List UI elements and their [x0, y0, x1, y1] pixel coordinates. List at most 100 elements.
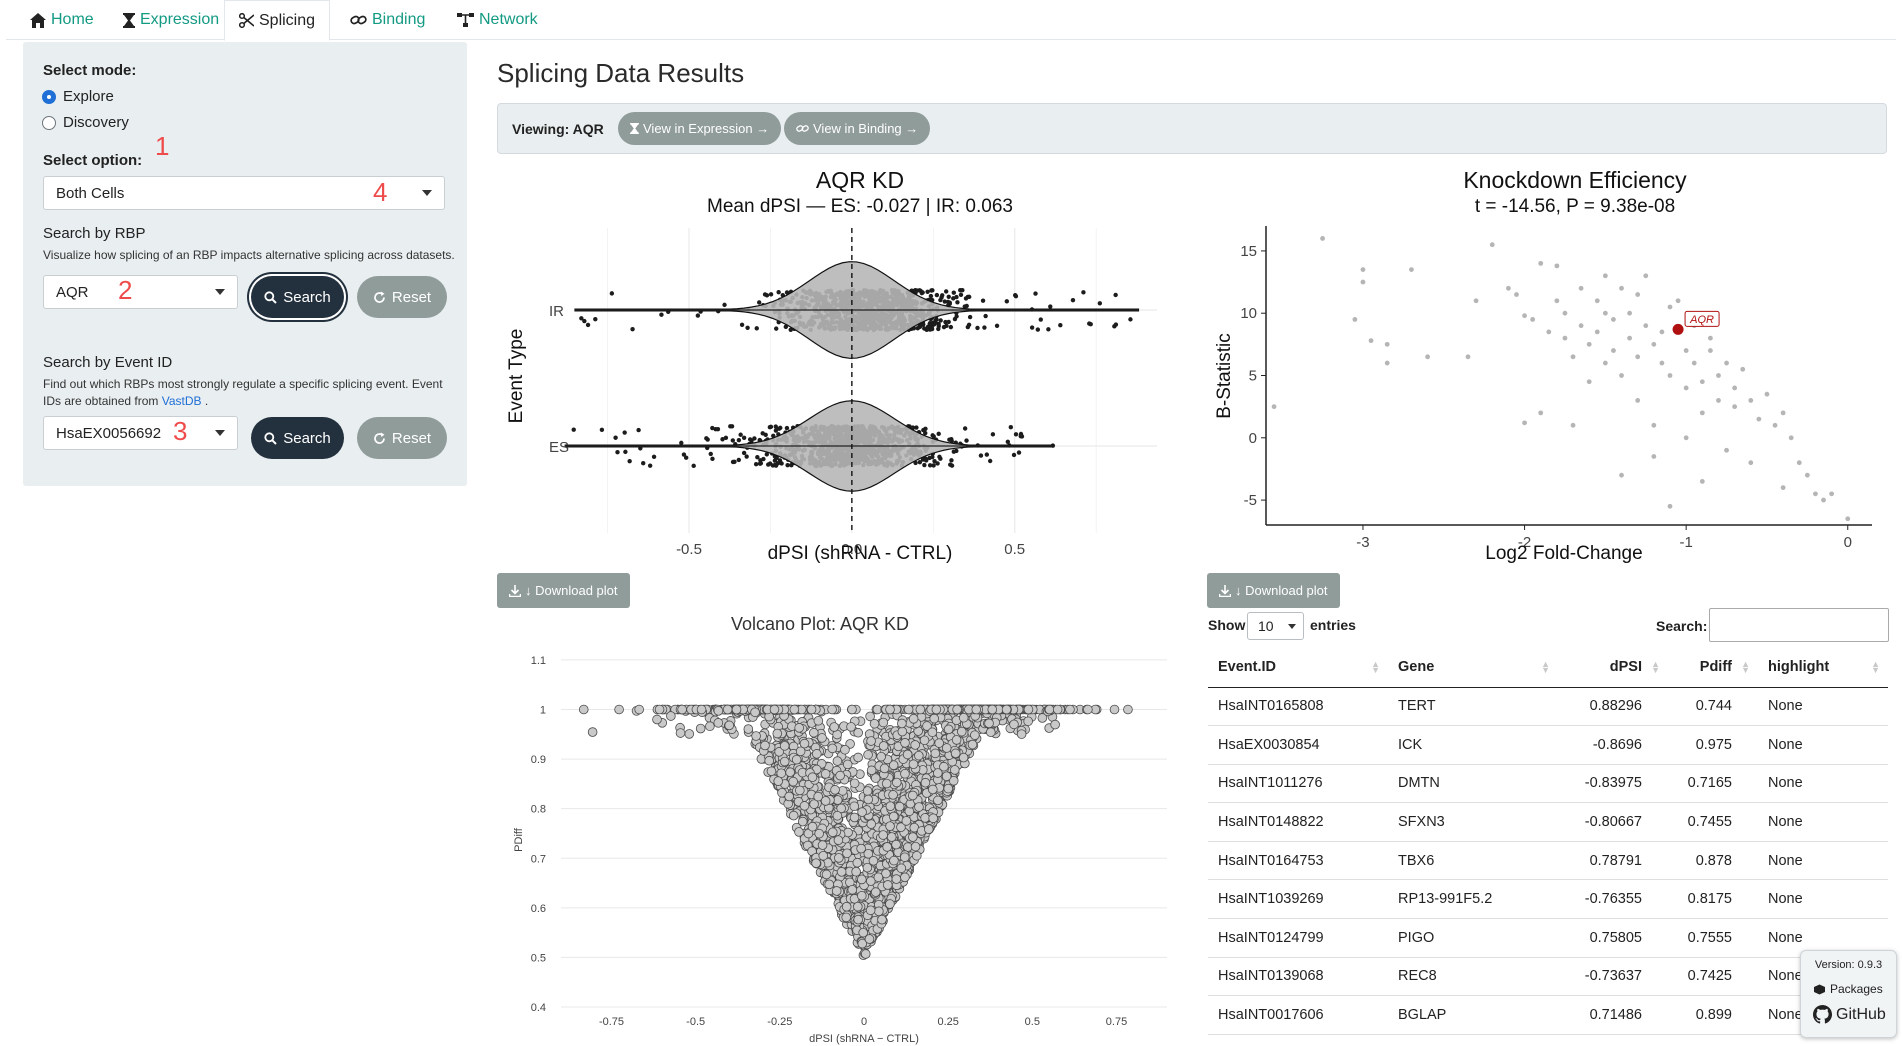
violin-point: [773, 428, 779, 433]
search-icon: [264, 431, 277, 445]
event-search-button[interactable]: Search: [251, 417, 344, 459]
download-knockdown-button[interactable]: ↓ Download plot: [1207, 573, 1340, 608]
table-row[interactable]: HsaINT0164753 TBX6 0.78791 0.878 None: [1208, 841, 1888, 881]
home-icon: [30, 12, 46, 28]
volcano-point: [779, 741, 790, 751]
volcano-point: [941, 743, 952, 753]
volcano-point: [809, 727, 819, 738]
tab-home[interactable]: Home: [16, 0, 108, 40]
rbp-select[interactable]: AQR: [43, 275, 238, 309]
table-search-input[interactable]: [1709, 608, 1889, 642]
table-cell-highlight: None: [1758, 841, 1888, 881]
table-row[interactable]: HsaINT0165808 TERT 0.88296 0.744 None: [1208, 687, 1888, 727]
table-row[interactable]: HsaEX0030854 ICK -0.8696 0.975 None: [1208, 725, 1888, 765]
github-link[interactable]: GitHub: [1813, 1005, 1886, 1024]
col-event-id[interactable]: Event.ID ▲ ▼: [1208, 647, 1388, 688]
tab-splicing[interactable]: Splicing: [224, 0, 331, 41]
col-dpsi[interactable]: dPSI ▲ ▼: [1558, 647, 1668, 688]
scatter-point: [1845, 516, 1851, 522]
packages-link[interactable]: Packages: [1813, 982, 1883, 996]
volcano-point: [865, 876, 876, 886]
volcano-point: [874, 906, 884, 917]
violin-point: [1038, 317, 1043, 322]
table-row[interactable]: HsaINT0148822 SFXN3 -0.80667 0.7455 None: [1208, 802, 1888, 842]
volcano-point: [652, 714, 662, 725]
violin-point: [924, 327, 929, 333]
violin-point: [623, 449, 628, 455]
table-cell-dpsi: 0.75805: [1558, 918, 1668, 958]
violin-point: [948, 324, 954, 330]
volcano-point: [888, 811, 899, 822]
volcano-point: [870, 887, 881, 897]
table-row[interactable]: HsaINT1039269 RP13-991F5.2 -0.76355 0.8175 N…: [1208, 879, 1888, 920]
scatter-point: [1635, 292, 1641, 297]
table-row[interactable]: HsaINT0124799 PIGO 0.75805 0.7555 None: [1208, 918, 1888, 958]
violin-point: [764, 452, 769, 457]
table-cell-event-id: HsaINT0165808: [1208, 687, 1388, 727]
col-highlight[interactable]: highlight ▲ ▼: [1758, 647, 1888, 688]
tab-network[interactable]: Network: [443, 0, 552, 40]
volcano-point: [984, 718, 994, 729]
volcano-point: [882, 880, 893, 890]
violin-point: [582, 318, 587, 324]
radio-discovery-dot[interactable]: [42, 115, 56, 130]
violin-point: [943, 289, 949, 294]
event-select[interactable]: HsaEX0056692: [43, 416, 238, 450]
scatter-point: [1772, 422, 1778, 428]
volcano-point: [794, 827, 804, 837]
violin-point: [1013, 432, 1019, 437]
violin-title: AQR KD: [815, 167, 905, 193]
volcano-point: [853, 727, 863, 738]
radio-explore[interactable]: Explore: [42, 88, 114, 105]
event-reset-button[interactable]: Reset: [357, 417, 447, 459]
volcano-point: [928, 813, 938, 824]
x-tick-label: -1: [1679, 534, 1692, 551]
event-select-value: HsaEX0056692: [56, 424, 162, 442]
violin-point: [767, 425, 773, 430]
violin-point: [1113, 292, 1118, 298]
scatter-point: [1594, 298, 1600, 304]
violin-point: [776, 426, 782, 431]
tab-binding[interactable]: Binding: [336, 0, 439, 40]
rbp-reset-button[interactable]: Reset: [357, 276, 447, 318]
table-row[interactable]: HsaINT0017606 BGLAP 0.71486 0.899 None: [1208, 995, 1888, 1035]
volcano-point: [930, 748, 941, 759]
violin-point: [934, 292, 940, 298]
violin-point: [951, 449, 957, 454]
entries-select[interactable]: 10: [1247, 612, 1304, 640]
col-pdiff[interactable]: Pdiff ▲ ▼: [1668, 647, 1758, 688]
volcano-point: [915, 704, 926, 715]
violin-point: [741, 435, 747, 440]
volcano-point: [885, 704, 895, 715]
download-violin-button[interactable]: ↓ Download plot: [497, 573, 630, 608]
scatter-point: [1683, 435, 1689, 441]
table-row[interactable]: HsaINT0139068 REC8 -0.73637 0.7425 None: [1208, 957, 1888, 997]
table-cell-event-id: HsaINT0139068: [1208, 957, 1388, 997]
volcano-point: [958, 712, 969, 723]
violin-point: [752, 436, 757, 441]
scatter-point: [1667, 373, 1673, 378]
col-gene[interactable]: Gene ▲ ▼: [1388, 647, 1558, 688]
volcano-point: [799, 738, 810, 749]
table-row[interactable]: HsaINT1011276 DMTN -0.83975 0.7165 None: [1208, 764, 1888, 804]
violin-point: [1058, 323, 1063, 328]
vastdb-link[interactable]: VastDB: [161, 394, 202, 408]
radio-discovery[interactable]: Discovery: [42, 114, 129, 131]
violin-point: [641, 461, 646, 466]
tab-binding-label: Binding: [372, 11, 426, 28]
volcano-point: [853, 901, 863, 912]
y-tick-label: -5: [1244, 492, 1257, 509]
tab-expression[interactable]: Expression: [109, 0, 233, 40]
scatter-point: [1796, 460, 1802, 466]
volcano-point: [941, 771, 952, 782]
scatter-point: [1562, 335, 1568, 341]
view-in-expression-button[interactable]: View in Expression →: [618, 112, 782, 145]
scatter-point: [1570, 354, 1576, 360]
volcano-point: [705, 721, 715, 732]
scatter-point: [1756, 416, 1762, 422]
option-select[interactable]: Both Cells: [43, 176, 445, 210]
rbp-search-button[interactable]: Search: [251, 276, 344, 318]
radio-explore-dot[interactable]: [42, 89, 56, 104]
rbp-search-button-label: Search: [283, 288, 331, 306]
view-in-binding-button[interactable]: View in Binding →: [784, 112, 931, 145]
